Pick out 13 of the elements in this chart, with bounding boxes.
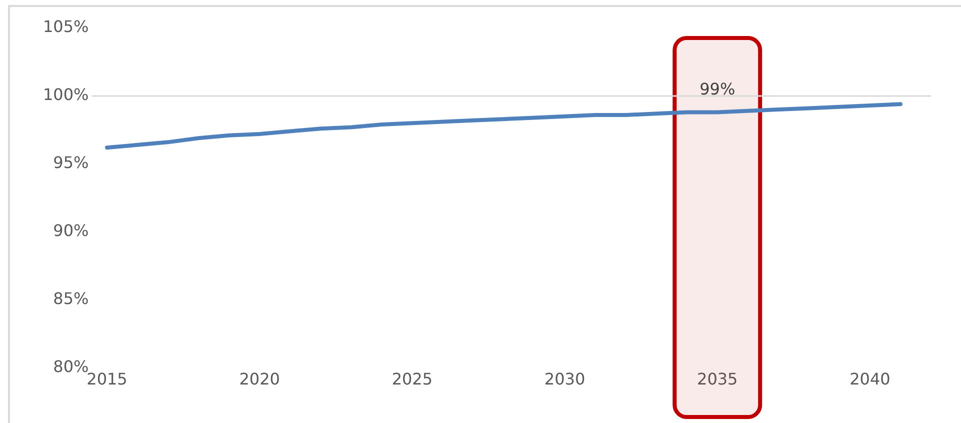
y-tick-label: 80% [53, 356, 89, 376]
x-tick-label: 2030 [544, 370, 586, 389]
y-tick-label: 95% [53, 153, 89, 172]
x-tick-label: 2025 [392, 370, 433, 389]
y-tick-label: 90% [53, 221, 89, 240]
x-tick-label: 2040 [850, 370, 890, 389]
y-tick-label: 100% [42, 85, 89, 104]
y-tick-label: 105% [42, 17, 89, 36]
x-tick-label: 2020 [239, 370, 280, 389]
y-tick-label: 85% [53, 288, 89, 308]
x-tick-label: 2015 [86, 370, 128, 389]
x-tick-label: 2035 [697, 370, 738, 389]
annotation: 99% [700, 79, 736, 98]
